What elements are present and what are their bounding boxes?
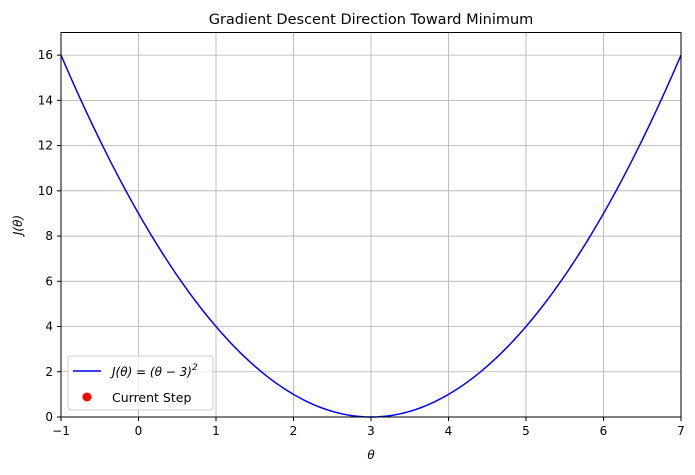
y-tick-label: 10: [38, 184, 53, 198]
y-tick-label: 6: [45, 274, 53, 288]
y-tick-label: 12: [38, 139, 53, 153]
legend-box: [67, 355, 214, 411]
y-tick-label: 0: [45, 410, 53, 424]
x-tick-label: 5: [522, 424, 530, 438]
y-axis-label: J(θ): [11, 215, 25, 237]
legend-label-curve: J(θ) = (θ − 3)2: [110, 363, 198, 379]
legend-label-current-step: Current Step: [112, 390, 191, 405]
x-axis-label: θ: [367, 448, 375, 462]
y-tick-label: 2: [45, 365, 53, 379]
x-tick-label: 6: [600, 424, 608, 438]
y-tick-label: 8: [45, 229, 53, 243]
x-tick-label: −1: [52, 424, 70, 438]
x-tick-label: 3: [367, 424, 375, 438]
x-tick-label: 4: [445, 424, 453, 438]
chart-title: Gradient Descent Direction Toward Minimu…: [209, 12, 534, 28]
legend-marker-swatch: [82, 392, 92, 402]
x-tick-label: 1: [212, 424, 220, 438]
y-tick-label: 16: [38, 48, 53, 62]
y-tick-label: 4: [45, 320, 53, 334]
y-tick-label: 14: [38, 93, 53, 107]
x-tick-label: 2: [290, 424, 298, 438]
x-tick-label: 0: [135, 424, 143, 438]
x-tick-label: 7: [677, 424, 685, 438]
legend: J(θ) = (θ − 3)2 Current Step: [67, 355, 214, 411]
